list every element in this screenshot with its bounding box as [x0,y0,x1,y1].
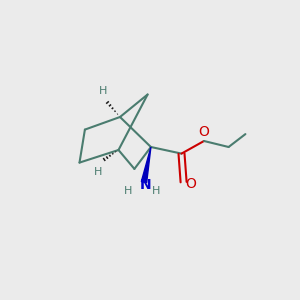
Text: H: H [99,85,108,96]
Text: H: H [124,186,133,196]
Text: O: O [186,177,196,190]
Text: N: N [140,178,151,192]
Polygon shape [141,147,151,183]
Text: H: H [94,167,103,177]
Text: H: H [152,185,160,196]
Text: O: O [199,125,209,139]
